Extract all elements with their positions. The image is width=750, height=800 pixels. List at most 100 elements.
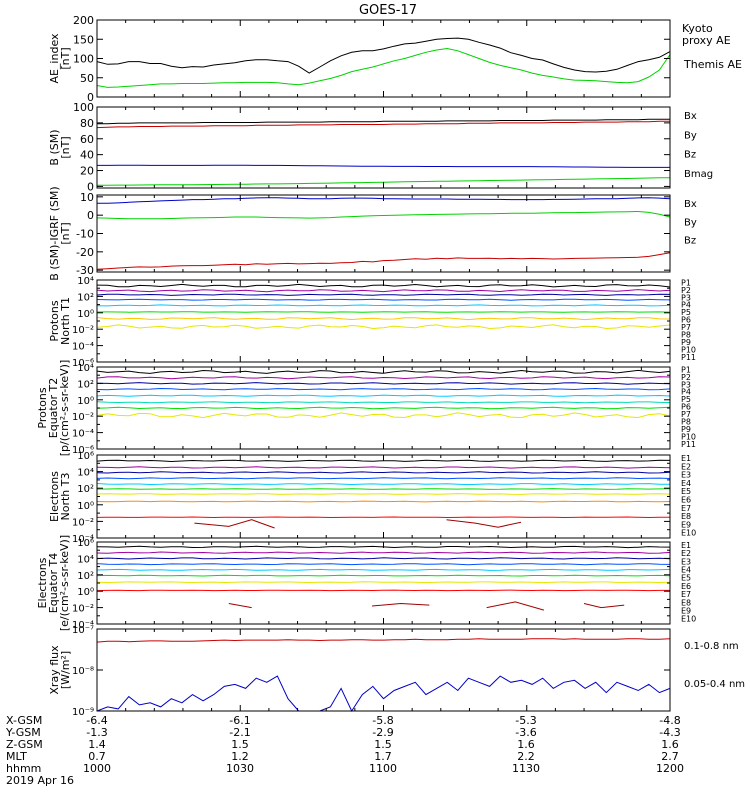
y-tick-label: 10² (77, 571, 94, 582)
ephem-label-mlt: MLT (6, 750, 27, 763)
series-line-e3 (96, 471, 671, 474)
y-tick-label: 10⁻² (72, 412, 94, 423)
y-axis-label: Electrons (48, 471, 61, 522)
y-tick-label: 10⁴ (77, 554, 94, 565)
legend-entry: 0.1-0.8 nm (684, 641, 739, 652)
ephem-value: -4.8 (659, 714, 680, 727)
ephem-value: 1.5 (374, 738, 392, 751)
legend-entry: E3 (681, 557, 691, 566)
y-tick-label: 150 (73, 33, 94, 46)
y-axis-label: [nT] (59, 136, 72, 158)
y-tick-label: 10⁰ (77, 309, 94, 320)
series-line-p6 (96, 311, 671, 313)
y-tick-label: 20 (80, 165, 94, 178)
series-line-p3 (96, 293, 671, 296)
legend-entry: E7 (681, 590, 691, 599)
y-tick-label: 10² (77, 484, 94, 495)
ephem-label-hhmm: hhmm (6, 762, 41, 775)
legend-entry: By (684, 130, 697, 141)
ephem-value: -6.4 (86, 714, 107, 727)
legend-entry: E5 (681, 487, 691, 496)
y-axis-label: Protons (48, 300, 61, 341)
y-axis-label: B (SM)-IGRF (SM) (48, 186, 61, 280)
series-line-p2 (96, 376, 671, 380)
ephem-label-x-gsm: X-GSM (6, 714, 42, 727)
legend-entry: E8 (681, 598, 691, 607)
y-axis-label: Protons (36, 387, 49, 428)
legend-entry: Bmag (684, 169, 713, 180)
legend-entry: By (684, 217, 697, 228)
y-tick-label: 10⁻⁴ (72, 620, 94, 631)
series-line-e9 (96, 516, 670, 519)
ephem-value: -2.1 (229, 726, 250, 739)
y-axis-label: [p/(cm²-s-sr-keV)] (58, 360, 71, 457)
series-line-0-1-0-8-nm (96, 638, 671, 643)
legend-entry: Kyoto (682, 22, 713, 35)
y-axis-label: Xray flux (48, 645, 61, 695)
legend-entry: P10 (681, 345, 696, 354)
legend-entry: P4 (681, 301, 691, 310)
legend-entry: 0.05-0.4 nm (684, 679, 745, 690)
y-tick-label: 50 (80, 72, 94, 85)
y-tick-label: 200 (73, 14, 94, 27)
y-tick-label: 10⁻⁶ (72, 358, 94, 369)
legend-entry: E1 (681, 541, 691, 550)
series-line-bz (96, 120, 670, 129)
series-line-e8 (96, 500, 671, 503)
ephem-value: 1.2 (231, 750, 249, 763)
ephem-value: -4.3 (659, 726, 680, 739)
y-tick-label: 10² (77, 379, 94, 390)
legend-entry: P4 (681, 388, 691, 397)
legend-entry: E9 (681, 607, 691, 616)
legend-entry: P5 (681, 395, 691, 404)
panel-frame (96, 106, 671, 189)
series-line-e4 (96, 563, 671, 566)
y-axis-label: [e/(cm²-s-sr-keV)] (58, 535, 71, 631)
y-tick-label: 10² (77, 292, 94, 303)
ephem-label-z-gsm: Z-GSM (6, 738, 43, 751)
ephem-value: 1030 (226, 762, 254, 775)
legend-entry: P11 (681, 440, 696, 449)
series-fragment-3 (583, 603, 625, 609)
y-tick-label: 10⁰ (77, 587, 94, 598)
ephem-value: 1.6 (517, 738, 535, 751)
legend-entry: P9 (681, 425, 691, 434)
y-tick-label: 60 (80, 133, 94, 146)
legend-entry: E8 (681, 512, 691, 521)
y-tick-label: 10⁻⁸ (72, 666, 94, 677)
y-tick-label: 10⁻⁶ (72, 445, 94, 456)
y-tick-label: 10⁰ (77, 501, 94, 512)
series-line-p3 (96, 382, 671, 385)
ephem-value: 1130 (512, 762, 540, 775)
legend-entry: P3 (681, 293, 691, 302)
series-line-p8 (96, 324, 671, 330)
series-line-bmag (97, 118, 670, 125)
y-tick-label: 10⁻² (72, 604, 94, 615)
series-line-e4 (96, 477, 671, 480)
y-axis-label: North T1 (59, 297, 72, 345)
series-line-p6 (96, 401, 671, 404)
series-line-kyoto-proxy-ae (96, 47, 671, 88)
legend-entry: Bz (684, 236, 696, 247)
legend-entry: E9 (681, 520, 691, 529)
ephem-value: -3.6 (515, 726, 536, 739)
series-line-p4 (96, 298, 671, 301)
series-line-e6 (96, 488, 671, 490)
y-tick-label: 40 (80, 149, 94, 162)
series-line-p1 (96, 369, 671, 374)
y-tick-label: 10⁶ (77, 451, 94, 462)
series-fragment-2 (486, 601, 545, 611)
series-line-p7 (96, 406, 671, 410)
series-fragment-1 (446, 519, 522, 528)
legend-entry: E4 (681, 566, 691, 575)
y-tick-label: 10⁴ (77, 276, 94, 287)
panel-b_minus_igrf: -30 -20 -10 0 10 B (SM)-IGRF (SM)[nT] Bx By Bz (48, 186, 697, 280)
ephem-value: 2.2 (517, 750, 535, 763)
series-line-themis-ae (96, 37, 671, 74)
y-axis-label: Equator T2 (47, 378, 60, 438)
legend-entry: proxy AE (682, 34, 731, 47)
series-line-e7 (96, 493, 671, 495)
panel-frame (96, 279, 671, 363)
